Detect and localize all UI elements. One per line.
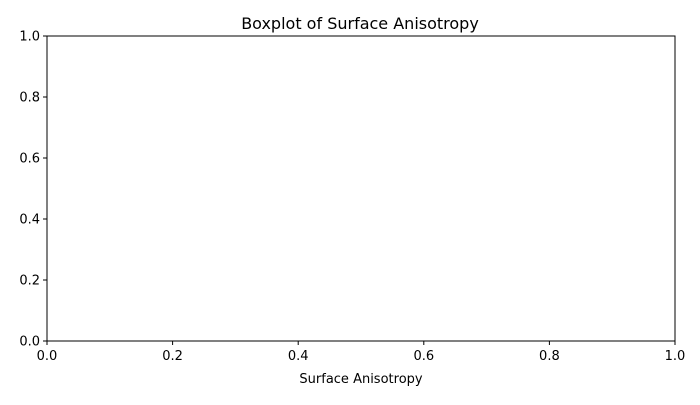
x-tick-label: 0.4: [288, 349, 309, 364]
x-axis-ticks: 0.0 0.2 0.4 0.6 0.8 1.0: [37, 341, 686, 364]
y-tick-label: 0.2: [19, 274, 40, 289]
y-tick-label: 0.4: [19, 213, 40, 228]
x-tick-label: 0.2: [162, 349, 183, 364]
y-tick-label: 0.0: [19, 335, 40, 350]
y-tick-label: 1.0: [19, 30, 40, 45]
chart-title: Boxplot of Surface Anisotropy: [241, 14, 479, 33]
x-axis-title: Surface Anisotropy: [299, 372, 422, 387]
plot-frame: [46, 35, 676, 342]
y-axis-ticks: 0.0 0.2 0.4 0.6 0.8 1.0: [19, 30, 47, 350]
y-tick-label: 0.6: [19, 152, 40, 167]
y-tick-label: 0.8: [19, 91, 40, 106]
x-tick-label: 0.6: [413, 349, 434, 364]
x-tick-label: 1.0: [665, 349, 686, 364]
plot-area: [47, 36, 675, 341]
x-tick-label: 0.8: [539, 349, 560, 364]
x-tick-label: 0.0: [37, 349, 58, 364]
